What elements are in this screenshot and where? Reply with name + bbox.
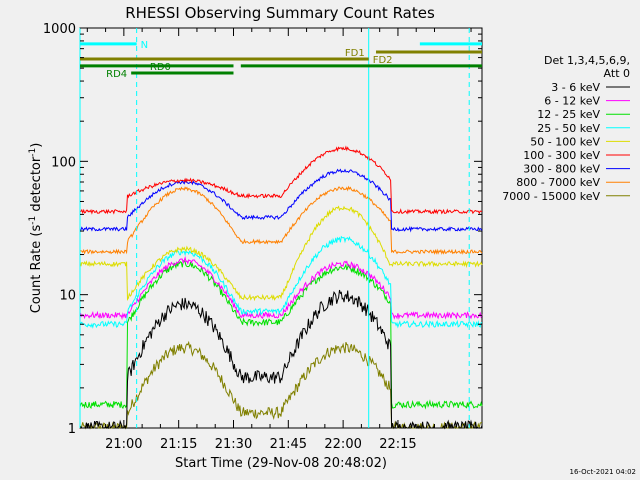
y-tick-label-2: 100 <box>51 155 76 170</box>
legend-label-1: 6 - 12 keV <box>544 95 600 108</box>
legend-label-5: 100 - 300 keV <box>523 149 600 162</box>
legend-label-6: 300 - 800 keV <box>523 163 600 176</box>
x-tick-label-2: 21:30 <box>215 437 252 452</box>
flag-label-RD4: RD4 <box>106 69 127 80</box>
flag-label-N: N <box>141 40 148 51</box>
legend-label-8: 7000 - 15000 keV <box>502 190 600 203</box>
legend-header-1: Det 1,3,4,5,6,9, <box>544 54 630 67</box>
flag-label-FD1: FD1 <box>345 48 365 59</box>
series-line-2 <box>79 259 483 410</box>
x-axis-label: Start Time (29-Nov-08 20:48:02) <box>175 456 387 471</box>
legend-label-7: 800 - 7000 keV <box>516 176 600 189</box>
series-line-4 <box>79 205 483 302</box>
flag-bars: N FD1 FD2 RD0 RD4 <box>79 28 482 428</box>
x-tick-label-1: 21:15 <box>160 437 197 452</box>
x-tick-label-5: 22:15 <box>379 437 416 452</box>
series-line-6 <box>79 168 483 233</box>
chart-title: RHESSI Observing Summary Count Rates <box>125 4 435 22</box>
flag-label-FD2: FD2 <box>373 55 393 66</box>
series-line-0 <box>79 289 483 430</box>
series-layer <box>79 145 483 430</box>
series-line-1 <box>79 255 483 321</box>
y-tick-label-0: 1 <box>68 422 76 437</box>
y-tick-label-1: 10 <box>59 289 76 304</box>
x-tick-label-0: 21:00 <box>105 437 142 452</box>
x-tick-label-4: 22:00 <box>324 437 361 452</box>
x-tick-label-3: 21:45 <box>270 437 307 452</box>
legend-header-2: Att 0 <box>604 67 630 80</box>
legend-label-0: 3 - 6 keV <box>551 81 600 94</box>
series-line-8 <box>79 340 482 430</box>
axes: 21:00 21:15 21:30 21:45 22:00 22:15 1 10 100 1000 <box>43 22 482 452</box>
flag-label-RD0: RD0 <box>150 62 171 73</box>
footer-date: 16-Oct-2021 04:02 <box>570 468 636 476</box>
series-line-3 <box>79 235 483 329</box>
legend-label-2: 12 - 25 keV <box>537 108 600 121</box>
y-tick-label-3: 1000 <box>43 22 76 37</box>
y-axis-label: Count Rate (s-1 detector-1) <box>28 143 44 314</box>
series-line-5 <box>79 145 483 215</box>
legend-label-4: 50 - 100 keV <box>530 135 600 148</box>
legend-label-3: 25 - 50 keV <box>537 122 600 135</box>
series-line-7 <box>79 185 483 255</box>
